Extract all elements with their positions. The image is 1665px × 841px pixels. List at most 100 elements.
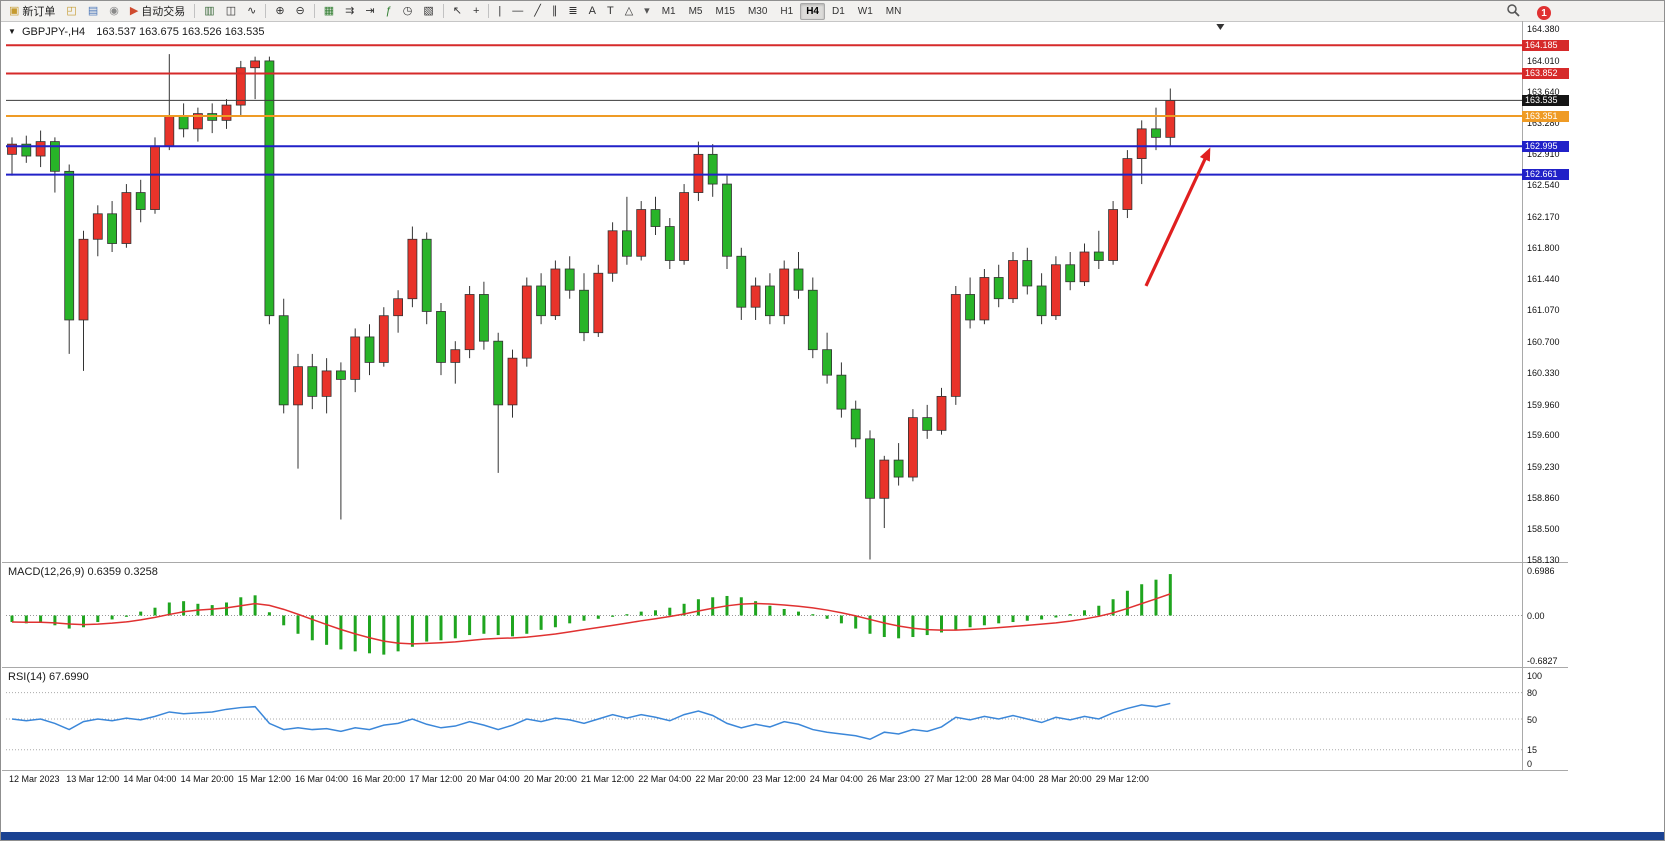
equidistant-channel-icon: ∥ xyxy=(551,4,558,17)
candle xyxy=(107,201,117,253)
candle xyxy=(1122,150,1133,219)
chart-window-icon[interactable]: ◰ xyxy=(61,2,81,21)
candle xyxy=(192,107,203,142)
toolbar-separator xyxy=(265,4,267,18)
macd-histogram-bar xyxy=(368,615,371,654)
time-axis-label: 28 Mar 20:00 xyxy=(1038,774,1092,784)
time-axis-label: 16 Mar 20:00 xyxy=(352,774,406,784)
current-price-label: 163.535 xyxy=(1522,94,1569,106)
trend-arrow-annotation[interactable] xyxy=(1144,147,1211,287)
candle xyxy=(21,135,32,163)
price-axis-tick: 161.440 xyxy=(1527,273,1560,284)
macd-histogram-bar xyxy=(582,615,586,621)
panel-separator[interactable] xyxy=(2,667,1568,668)
time-axis-label: 23 Mar 12:00 xyxy=(752,774,806,784)
price-axis-tick: 159.960 xyxy=(1527,399,1560,410)
line-chart-icon: ∿ xyxy=(247,4,257,17)
text-label-icon[interactable]: T xyxy=(602,2,619,21)
time-axis-label: 20 Mar 04:00 xyxy=(466,774,520,784)
horizontal-line-icon[interactable]: ― xyxy=(507,2,528,21)
zoom-out-icon: ⊖ xyxy=(295,4,305,17)
dropdown-caret-icon[interactable]: ▾ xyxy=(639,2,655,21)
price-axis-tick: 162.540 xyxy=(1527,180,1560,191)
search-icon[interactable] xyxy=(1506,3,1521,23)
macd-histogram-bar xyxy=(96,615,100,623)
cursor-icon[interactable]: ↖ xyxy=(448,2,467,21)
vertical-line-icon[interactable]: | xyxy=(493,2,506,21)
macd-histogram-bar xyxy=(496,615,500,636)
auto-scroll-icon[interactable]: ⇉ xyxy=(340,2,359,21)
zoom-out-icon[interactable]: ⊖ xyxy=(291,2,310,21)
bottom-bar xyxy=(1,832,1664,840)
periods-icon[interactable]: ◷ xyxy=(398,2,418,21)
time-axis-label: 15 Mar 12:00 xyxy=(237,774,291,784)
panel-separator[interactable] xyxy=(2,770,1568,771)
candlestick-chart-icon[interactable]: ◫ xyxy=(221,2,241,21)
candle xyxy=(1051,256,1061,320)
chart-shift-marker[interactable] xyxy=(1216,24,1225,30)
panel-separator[interactable] xyxy=(2,562,1568,563)
line-chart-icon[interactable]: ∿ xyxy=(242,2,261,21)
bar-chart-icon[interactable]: ▥ xyxy=(199,2,219,21)
macd-histogram-bar xyxy=(382,615,386,655)
time-axis[interactable]: 12 Mar 2023 13 Mar 12:00 14 Mar 04:00 14 Ma… xyxy=(1,771,1522,791)
macd-histogram-bar xyxy=(868,615,872,634)
text-icon[interactable]: A xyxy=(584,2,601,21)
timeframe-button-m1[interactable]: M1 xyxy=(661,5,676,17)
chart-shift-icon[interactable]: ⇥ xyxy=(360,2,379,21)
macd-histogram-bar xyxy=(1054,615,1058,618)
zoom-in-icon[interactable]: ⊕ xyxy=(270,2,289,21)
timeframe-button-w1[interactable]: W1 xyxy=(857,5,873,17)
shapes-icon[interactable]: △ xyxy=(620,2,638,21)
candle xyxy=(750,277,761,320)
candle xyxy=(850,400,861,448)
macd-axis-tick: 0.00 xyxy=(1527,611,1545,622)
rsi-panel[interactable] xyxy=(6,668,1522,770)
auto-trading-button-label: 自动交易 xyxy=(141,6,186,18)
trendline-icon[interactable]: ╱ xyxy=(529,2,546,21)
auto-trading-button[interactable]: ▶ 自动交易 xyxy=(125,2,190,21)
tile-windows-icon[interactable]: ▦ xyxy=(319,2,339,21)
macd-histogram-bar xyxy=(839,615,843,624)
timeframe-button-h1[interactable]: H1 xyxy=(780,5,794,17)
macd-histogram-bar xyxy=(825,615,829,619)
price-axis-tick: 163.640 xyxy=(1527,86,1560,97)
macd-histogram-bar xyxy=(525,615,529,634)
macd-histogram-bar xyxy=(253,595,257,616)
timeframe-button-mn[interactable]: MN xyxy=(885,5,902,17)
templates-icon[interactable]: ▧ xyxy=(418,2,438,21)
macd-histogram-bar xyxy=(1011,615,1015,623)
timeframe-button-d1[interactable]: D1 xyxy=(832,5,845,17)
fibonacci-icon[interactable]: ≣ xyxy=(563,2,582,21)
new-order-button[interactable]: ▣ 新订单 xyxy=(4,2,60,21)
candle xyxy=(1151,107,1161,151)
chart-collapse-icon[interactable]: ▼ xyxy=(8,27,16,36)
templates-icon: ▧ xyxy=(423,4,434,17)
candle xyxy=(221,99,232,129)
macd-histogram-bar xyxy=(453,615,457,639)
timeframe-button-m30[interactable]: M30 xyxy=(747,5,768,17)
notification-badge[interactable]: 1 xyxy=(1537,6,1551,20)
macd-histogram-bar xyxy=(940,615,943,633)
chart-title: GBPJPY-,H4 xyxy=(21,26,86,38)
candle xyxy=(235,60,246,117)
price-line-label: 164.185 xyxy=(1522,39,1569,51)
profiles-icon[interactable]: ▤ xyxy=(83,2,103,21)
price-axis[interactable]: 164.380 164.010 163.640 163.280 162.910 162.5… xyxy=(1522,1,1584,791)
rsi-axis-tick: 0 xyxy=(1527,758,1533,769)
candle xyxy=(178,103,189,138)
macd-panel[interactable] xyxy=(6,563,1522,667)
macd-histogram-bar xyxy=(1068,614,1072,616)
metaquotes-community-icon[interactable]: ◉ xyxy=(104,2,124,21)
indicators-icon[interactable]: ƒ xyxy=(381,2,397,21)
candle xyxy=(922,404,933,439)
timeframe-button-m15[interactable]: M15 xyxy=(715,5,735,17)
equidistant-channel-icon[interactable]: ∥ xyxy=(547,2,563,21)
timeframe-button-m5[interactable]: M5 xyxy=(688,5,703,17)
timeframe-button-h4[interactable]: H4 xyxy=(800,2,825,20)
metaquotes-community-icon: ◉ xyxy=(109,4,119,17)
macd-histogram-bar xyxy=(410,615,414,647)
time-axis-label: 21 Mar 12:00 xyxy=(581,774,635,784)
price-chart[interactable] xyxy=(6,21,1522,562)
crosshair-icon[interactable]: + xyxy=(468,2,484,21)
